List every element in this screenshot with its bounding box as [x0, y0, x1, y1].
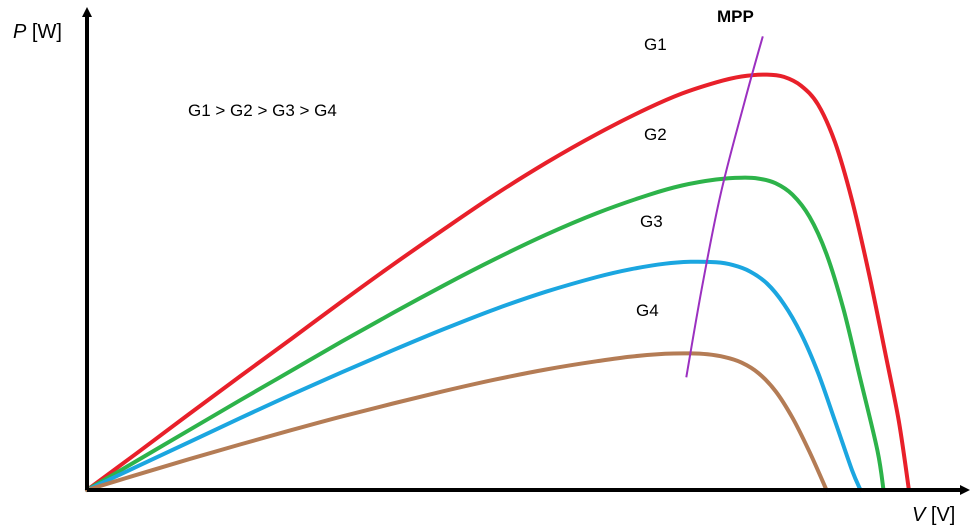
y-axis-unit: [W] — [26, 21, 62, 43]
series-label-g3: G3 — [640, 212, 663, 231]
series-line-g3 — [85, 259, 863, 492]
series-line-g4 — [85, 351, 829, 492]
series-label-g4: G4 — [636, 301, 659, 320]
y-axis-variable: P — [13, 21, 27, 43]
x-axis-unit: [V] — [925, 504, 955, 526]
series-label-g2: G2 — [644, 125, 667, 144]
mpp-line — [685, 36, 764, 378]
mpp-label: MPP — [717, 7, 754, 26]
x-axis-variable: V — [912, 504, 927, 526]
y-axis-label: P [W] — [13, 21, 62, 43]
series-label-g1: G1 — [644, 35, 667, 54]
irradiance-order-annotation: G1 > G2 > G3 > G4 — [188, 101, 337, 120]
curves-group — [85, 72, 911, 492]
series-line-g1 — [85, 72, 911, 492]
mpp-group — [685, 36, 764, 378]
x-axis-label: V [V] — [912, 504, 955, 526]
series-line-g2 — [85, 175, 886, 492]
